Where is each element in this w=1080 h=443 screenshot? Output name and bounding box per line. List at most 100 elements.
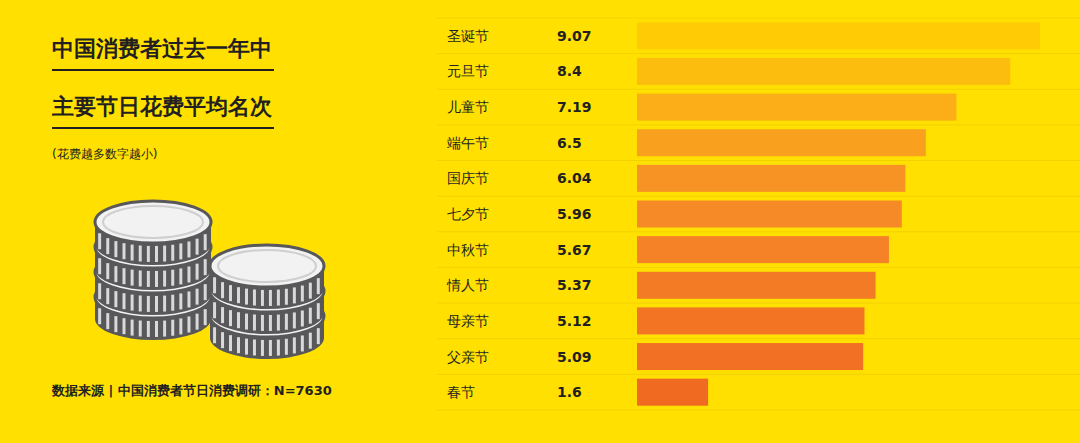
title-line: 中国消费者过去一年中 xyxy=(52,36,272,61)
coin-ridge xyxy=(204,259,207,275)
coin-ridge xyxy=(277,315,280,331)
data-label: 5.12 xyxy=(557,313,592,329)
data-label: 5.96 xyxy=(557,206,592,222)
coin-ridge xyxy=(139,320,142,336)
coin-ridge xyxy=(253,314,256,330)
coin-ridge xyxy=(147,296,150,312)
coin-ridge xyxy=(139,295,142,311)
coin-ridge xyxy=(309,333,312,349)
category-label: 中秋节 xyxy=(447,242,489,258)
category-label: 元旦节 xyxy=(447,63,489,79)
coin-ridge xyxy=(179,243,182,259)
coin-ridge xyxy=(221,307,224,323)
coin-ridge xyxy=(317,303,320,319)
bar xyxy=(637,272,876,299)
coin-ridge xyxy=(245,339,248,355)
data-label: 6.5 xyxy=(557,135,582,151)
coin-ridge xyxy=(229,335,232,351)
data-label: 8.4 xyxy=(557,63,582,79)
coin-top xyxy=(210,245,324,287)
row-separator xyxy=(437,89,1080,90)
coin-ridge xyxy=(163,246,166,262)
bar xyxy=(637,94,956,121)
coin-ridge xyxy=(98,233,101,249)
coin-ridge xyxy=(123,293,126,309)
title-group: 中国消费者过去一年中主要节日花费平均名次 xyxy=(51,36,274,128)
category-label: 端午节 xyxy=(447,135,489,151)
data-label: 5.37 xyxy=(557,277,592,293)
bar xyxy=(637,379,708,406)
coin-ridge xyxy=(114,291,117,307)
coin xyxy=(210,245,324,309)
title: 中国消费者过去一年中主要节日花费平均名次 xyxy=(51,36,273,119)
coin-ridge xyxy=(277,340,280,356)
coin-ridge xyxy=(204,234,207,250)
coin-ridge xyxy=(317,278,320,294)
coin-ridge xyxy=(155,296,158,312)
coin-ridge xyxy=(196,239,199,255)
coin-ridge xyxy=(171,245,174,261)
bar xyxy=(637,307,864,334)
coin-ridge xyxy=(147,246,150,262)
category-label: 母亲节 xyxy=(447,313,489,329)
coin-ridge xyxy=(187,241,190,257)
category-label: 春节 xyxy=(447,384,475,400)
coin-ridge xyxy=(261,315,264,331)
coin-ridge xyxy=(114,316,117,332)
background xyxy=(0,0,1080,443)
row-separator xyxy=(437,124,1080,125)
coin-ridge xyxy=(293,312,296,328)
coin-ridge xyxy=(245,314,248,330)
coin-ridge xyxy=(155,321,158,337)
coin-ridge xyxy=(196,314,199,330)
coin-ridge xyxy=(98,308,101,324)
coin-ridge xyxy=(253,289,256,305)
coin-ridge xyxy=(179,318,182,334)
source: 数据来源 | 中国消费者节日消费调研：N=7630 xyxy=(51,383,332,398)
coin-rim xyxy=(218,250,316,282)
coin-ridge xyxy=(269,290,272,306)
coin-ridge xyxy=(171,320,174,336)
coin-ridge xyxy=(187,316,190,332)
coin-ridge xyxy=(147,271,150,287)
coin-ridge xyxy=(293,337,296,353)
coin-ridge xyxy=(106,238,109,254)
row-separator xyxy=(437,53,1080,54)
row-separator xyxy=(437,231,1080,232)
category-label: 儿童节 xyxy=(447,99,489,115)
coin-ridge xyxy=(285,289,288,305)
coin-ridge xyxy=(285,339,288,355)
coin-ridge xyxy=(309,283,312,299)
coin-ridge xyxy=(204,284,207,300)
coin-ridge xyxy=(131,270,134,286)
bar xyxy=(637,236,889,263)
coin-ridge xyxy=(277,290,280,306)
coin-ridge xyxy=(237,337,240,353)
coin-ridge xyxy=(171,295,174,311)
labels: 圣诞节9.07元旦节8.4儿童节7.19端午节6.5国庆节6.04七夕节5.96… xyxy=(446,28,592,400)
data-label: 9.07 xyxy=(557,28,592,44)
bar xyxy=(637,201,902,228)
coin-ridge xyxy=(261,340,264,356)
row-separators xyxy=(437,18,1080,410)
coin-ridge xyxy=(123,268,126,284)
coin-ridge xyxy=(253,339,256,355)
category-label: 圣诞节 xyxy=(447,28,489,44)
coin-ridge xyxy=(106,288,109,304)
coin-top xyxy=(95,201,211,243)
coin-ridge xyxy=(155,271,158,287)
data-label: 5.09 xyxy=(557,349,592,365)
coin-ridge xyxy=(204,309,207,325)
coin-ridge xyxy=(187,266,190,282)
data-label: 7.19 xyxy=(557,99,592,115)
coin-ridge xyxy=(163,321,166,337)
category-label: 国庆节 xyxy=(447,170,489,186)
coin-ridge xyxy=(293,287,296,303)
coin-ridge xyxy=(301,335,304,351)
coin-ridge xyxy=(131,245,134,261)
row-separator xyxy=(437,374,1080,375)
row-separator xyxy=(437,410,1080,411)
coin-ridge xyxy=(131,320,134,336)
coin-ridge xyxy=(123,243,126,259)
coin-rim xyxy=(103,206,203,238)
